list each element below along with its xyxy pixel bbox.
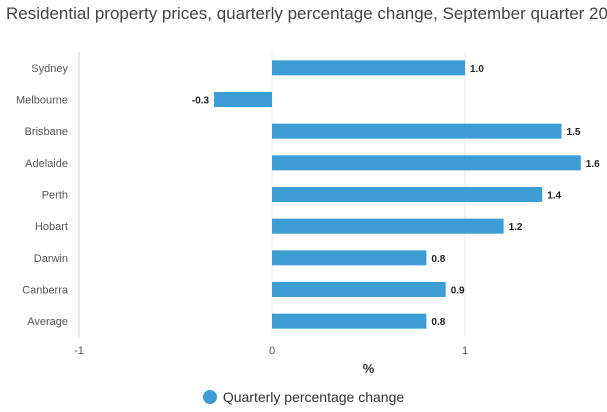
category-label: Darwin — [34, 253, 68, 265]
category-label: Hobart — [35, 221, 68, 233]
data-label: -0.3 — [192, 96, 210, 107]
x-axis-title: % — [363, 361, 375, 376]
bar-average[interactable] — [272, 313, 427, 329]
x-tick-label: 1 — [462, 345, 468, 357]
data-label: 0.8 — [431, 317, 445, 328]
legend[interactable]: Quarterly percentage change — [0, 389, 607, 405]
category-label: Adelaide — [25, 158, 68, 170]
data-label: 0.8 — [431, 254, 445, 265]
chart-title: Residential property prices, quarterly p… — [6, 4, 607, 23]
bar-darwin[interactable] — [272, 250, 427, 266]
bar-sydney[interactable] — [272, 60, 465, 76]
x-tick-label: -1 — [74, 345, 84, 357]
category-label: Perth — [42, 190, 68, 202]
data-label: 1.6 — [586, 159, 600, 170]
category-label: Canberra — [22, 285, 69, 297]
category-label: Average — [27, 316, 68, 328]
category-label: Melbourne — [16, 95, 68, 107]
bar-perth[interactable] — [272, 187, 543, 202]
data-label: 1.5 — [567, 127, 581, 138]
labels: -1 0 1 Sydney 1.0 Melbourne -0.3 Brisbane 1.5 Ade… — [16, 63, 600, 357]
category-label: Brisbane — [25, 126, 68, 138]
bar-melbourne[interactable] — [214, 92, 272, 107]
data-label: 1.0 — [470, 64, 484, 75]
bar-canberra[interactable] — [272, 282, 446, 297]
bar-brisbane[interactable] — [272, 123, 562, 139]
data-label: 0.9 — [451, 286, 465, 297]
category-label: Sydney — [31, 63, 68, 75]
bar-adelaide[interactable] — [272, 155, 581, 171]
bars — [214, 60, 581, 329]
x-tick-label: 0 — [269, 345, 275, 357]
data-label: 1.4 — [547, 191, 561, 202]
data-label: 1.2 — [509, 222, 523, 233]
legend-label: Quarterly percentage change — [222, 389, 405, 405]
legend-swatch — [202, 390, 217, 404]
bar-hobart[interactable] — [272, 218, 504, 234]
